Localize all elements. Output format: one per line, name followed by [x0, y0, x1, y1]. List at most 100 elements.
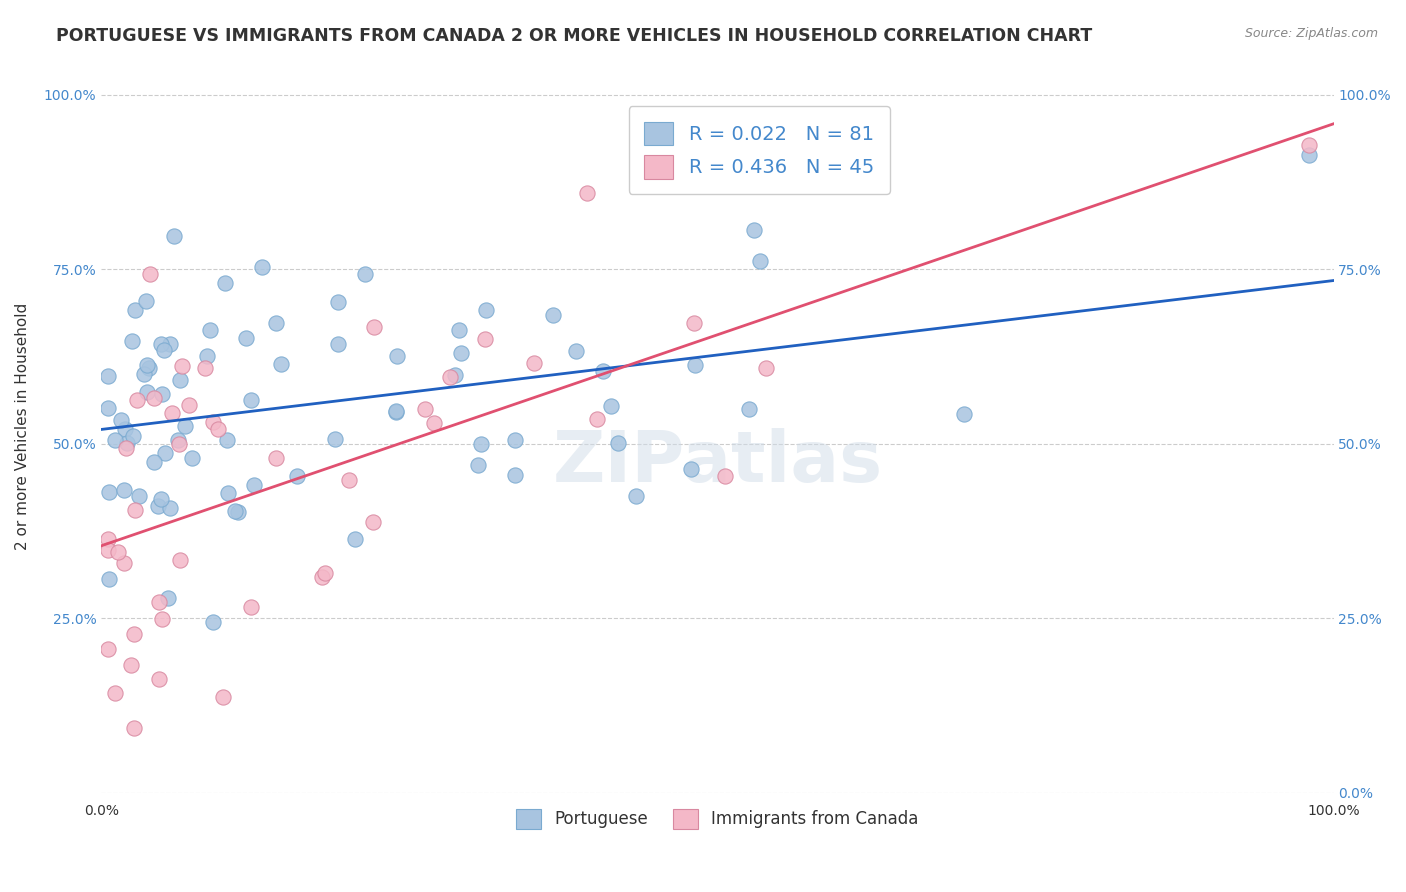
Point [606, 435, 628, 450]
Point [953, 407, 976, 421]
Point [97, 369, 120, 384]
Point [337, 473, 360, 487]
Point [354, 267, 377, 281]
Point [201, 416, 224, 430]
Point [138, 360, 160, 375]
Point [148, 672, 170, 686]
Point [124, 303, 146, 318]
Point [737, 402, 759, 417]
Point [142, 455, 165, 469]
Point [139, 268, 162, 282]
Point [541, 308, 564, 322]
Point [224, 503, 246, 517]
Point [586, 412, 609, 426]
Point [285, 468, 308, 483]
Point [136, 384, 159, 399]
Point [363, 320, 385, 334]
Point [217, 486, 239, 500]
Point [128, 489, 150, 503]
Point [136, 359, 159, 373]
Point [565, 344, 588, 359]
Point [159, 337, 181, 351]
Point [385, 405, 408, 419]
Point [215, 433, 238, 447]
Point [143, 391, 166, 405]
Point [328, 337, 350, 351]
Point [714, 468, 737, 483]
Point [134, 367, 156, 381]
Point [226, 505, 249, 519]
Text: PORTUGUESE VS IMMIGRANTS FROM CANADA 2 OR MORE VEHICLES IN HOUSEHOLD CORRELATION: PORTUGUESE VS IMMIGRANTS FROM CANADA 2 O… [56, 27, 1092, 45]
Point [195, 349, 218, 363]
Point [314, 566, 336, 581]
Point [115, 436, 138, 450]
Point [683, 359, 706, 373]
Point [97, 573, 120, 587]
Point [152, 343, 174, 357]
Point [155, 446, 177, 460]
Point [361, 516, 384, 530]
Point [214, 276, 236, 290]
Point [96, 401, 118, 415]
Point [110, 412, 132, 426]
Point [170, 359, 193, 374]
Point [384, 404, 406, 418]
Point [264, 450, 287, 465]
Point [135, 293, 157, 308]
Legend: Portuguese, Immigrants from Canada: Portuguese, Immigrants from Canada [509, 802, 925, 836]
Point [239, 392, 262, 407]
Point [122, 627, 145, 641]
Point [114, 422, 136, 436]
Point [107, 545, 129, 559]
Point [505, 433, 527, 447]
Point [326, 294, 349, 309]
Point [127, 392, 149, 407]
Point [744, 223, 766, 237]
Point [96, 532, 118, 546]
Point [343, 533, 366, 547]
Point [523, 357, 546, 371]
Y-axis label: 2 or more Vehicles in Household: 2 or more Vehicles in Household [15, 302, 30, 549]
Point [148, 595, 170, 609]
Point [474, 332, 496, 346]
Point [159, 500, 181, 515]
Point [681, 462, 703, 476]
Point [250, 260, 273, 275]
Point [194, 360, 217, 375]
Point [748, 254, 770, 268]
Point [270, 357, 292, 371]
Text: ZIPatlas: ZIPatlas [553, 428, 883, 497]
Point [755, 361, 778, 376]
Point [311, 570, 333, 584]
Point [443, 368, 465, 382]
Point [413, 402, 436, 417]
Point [1298, 148, 1320, 162]
Point [682, 316, 704, 330]
Point [169, 373, 191, 387]
Point [264, 316, 287, 330]
Point [166, 433, 188, 447]
Point [156, 591, 179, 605]
Point [211, 690, 233, 704]
Point [323, 433, 346, 447]
Point [243, 478, 266, 492]
Point [503, 467, 526, 482]
Point [122, 429, 145, 443]
Point [239, 600, 262, 615]
Point [467, 458, 489, 472]
Point [149, 491, 172, 506]
Point [470, 437, 492, 451]
Point [423, 416, 446, 430]
Point [104, 686, 127, 700]
Point [96, 542, 118, 557]
Point [160, 406, 183, 420]
Point [112, 557, 135, 571]
Point [120, 657, 142, 672]
Point [575, 186, 598, 200]
Point [439, 370, 461, 384]
Point [624, 489, 647, 503]
Point [150, 387, 173, 401]
Point [149, 337, 172, 351]
Point [122, 721, 145, 735]
Point [124, 503, 146, 517]
